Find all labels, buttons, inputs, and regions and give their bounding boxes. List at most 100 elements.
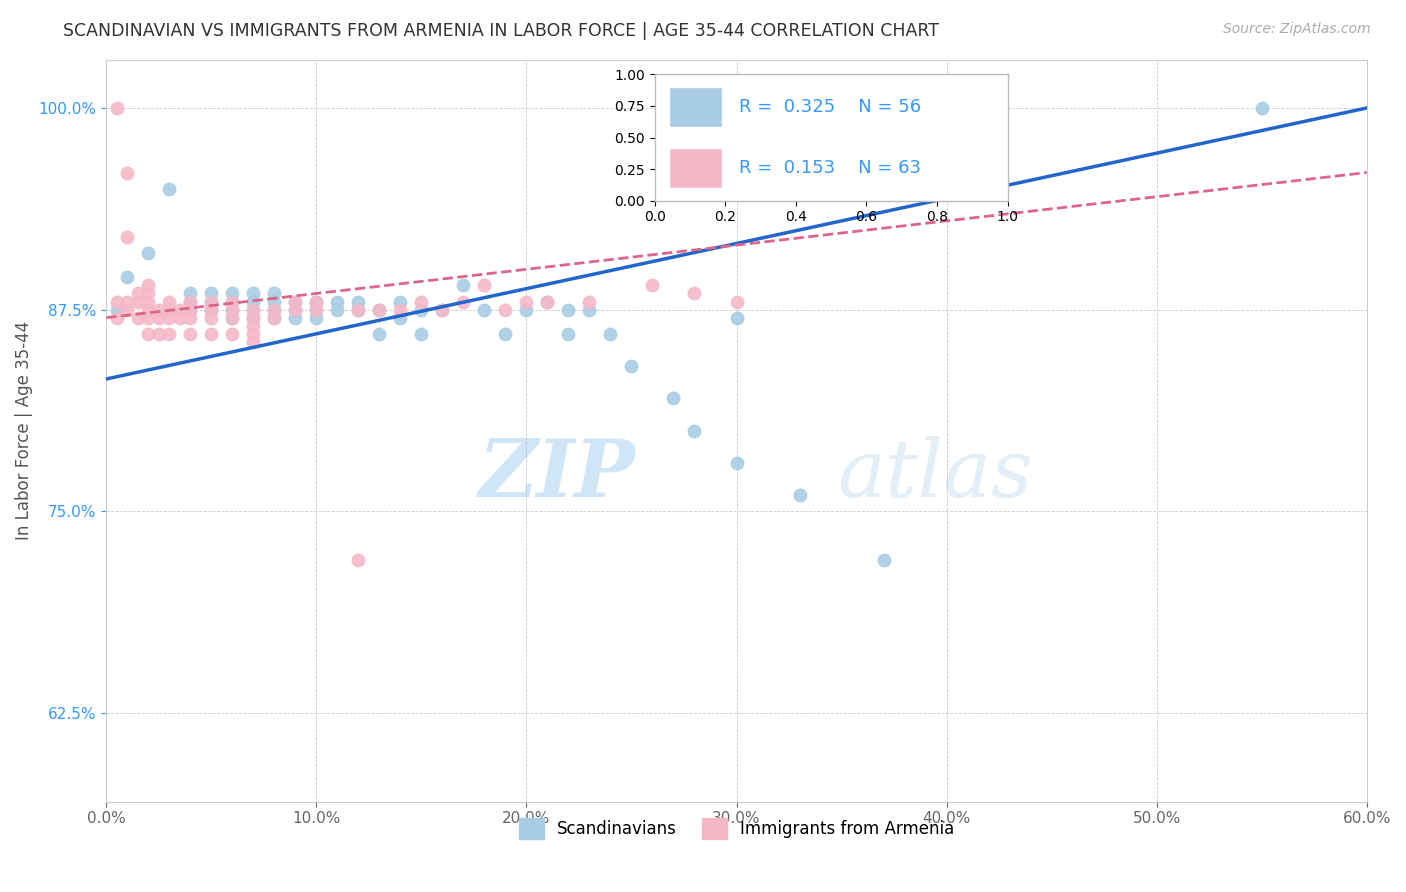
Point — [494, 302, 516, 317]
Point — [179, 302, 201, 317]
Point — [148, 302, 170, 317]
Point — [305, 294, 328, 309]
Point — [683, 286, 706, 301]
Point — [242, 310, 264, 325]
Point — [368, 302, 391, 317]
Point — [263, 286, 285, 301]
Point — [305, 294, 328, 309]
Point — [411, 326, 433, 341]
Point — [242, 302, 264, 317]
Y-axis label: In Labor Force | Age 35-44: In Labor Force | Age 35-44 — [15, 321, 32, 541]
Point — [179, 286, 201, 301]
Text: SCANDINAVIAN VS IMMIGRANTS FROM ARMENIA IN LABOR FORCE | AGE 35-44 CORRELATION C: SCANDINAVIAN VS IMMIGRANTS FROM ARMENIA … — [63, 22, 939, 40]
Point — [157, 181, 180, 195]
Point — [179, 294, 201, 309]
Point — [105, 310, 128, 325]
Point — [683, 424, 706, 438]
Point — [263, 294, 285, 309]
Point — [242, 286, 264, 301]
Point — [221, 294, 243, 309]
Point — [127, 310, 149, 325]
Point — [474, 278, 496, 293]
Point — [200, 286, 222, 301]
Point — [432, 302, 454, 317]
Point — [221, 310, 243, 325]
Point — [326, 294, 349, 309]
Text: atlas: atlas — [838, 436, 1033, 514]
Point — [136, 326, 159, 341]
Point — [179, 294, 201, 309]
Point — [200, 294, 222, 309]
Point — [221, 286, 243, 301]
Text: Source: ZipAtlas.com: Source: ZipAtlas.com — [1223, 22, 1371, 37]
Point — [136, 246, 159, 260]
Point — [179, 302, 201, 317]
Point — [620, 359, 643, 373]
Point — [872, 552, 894, 566]
Point — [453, 294, 475, 309]
Point — [662, 392, 685, 406]
Point — [200, 302, 222, 317]
Point — [263, 310, 285, 325]
Point — [347, 552, 370, 566]
Point — [157, 310, 180, 325]
Point — [136, 302, 159, 317]
Point — [136, 278, 159, 293]
Point — [536, 294, 558, 309]
Point — [200, 326, 222, 341]
Point — [148, 310, 170, 325]
Text: ZIP: ZIP — [479, 436, 636, 514]
Legend: Scandinavians, Immigrants from Armenia: Scandinavians, Immigrants from Armenia — [512, 812, 962, 846]
Point — [242, 334, 264, 349]
Point — [725, 310, 748, 325]
Point — [557, 302, 579, 317]
Point — [136, 294, 159, 309]
Point — [136, 310, 159, 325]
Point — [599, 326, 621, 341]
Point — [127, 286, 149, 301]
Point — [136, 286, 159, 301]
Point — [389, 302, 412, 317]
Point — [474, 302, 496, 317]
Point — [157, 302, 180, 317]
Point — [284, 310, 307, 325]
Point — [263, 302, 285, 317]
Point — [284, 294, 307, 309]
Point — [389, 294, 412, 309]
Point — [432, 302, 454, 317]
Point — [242, 302, 264, 317]
Point — [221, 310, 243, 325]
Point — [263, 302, 285, 317]
Point — [117, 165, 139, 179]
Point — [242, 326, 264, 341]
Point — [284, 294, 307, 309]
Point — [179, 326, 201, 341]
Point — [453, 278, 475, 293]
Point — [347, 294, 370, 309]
Point — [411, 294, 433, 309]
Point — [169, 302, 191, 317]
Point — [157, 326, 180, 341]
Point — [411, 302, 433, 317]
Point — [200, 302, 222, 317]
Point — [578, 302, 600, 317]
Point — [157, 294, 180, 309]
Point — [242, 310, 264, 325]
Point — [305, 310, 328, 325]
Point — [789, 488, 811, 502]
Point — [105, 294, 128, 309]
Point — [347, 302, 370, 317]
Point — [515, 294, 537, 309]
Point — [1250, 101, 1272, 115]
Point — [284, 302, 307, 317]
Point — [515, 302, 537, 317]
Point — [242, 294, 264, 309]
Point — [179, 310, 201, 325]
Point — [117, 270, 139, 285]
Point — [169, 310, 191, 325]
Point — [284, 302, 307, 317]
Point — [494, 326, 516, 341]
Point — [263, 310, 285, 325]
Point — [117, 302, 139, 317]
Point — [221, 302, 243, 317]
